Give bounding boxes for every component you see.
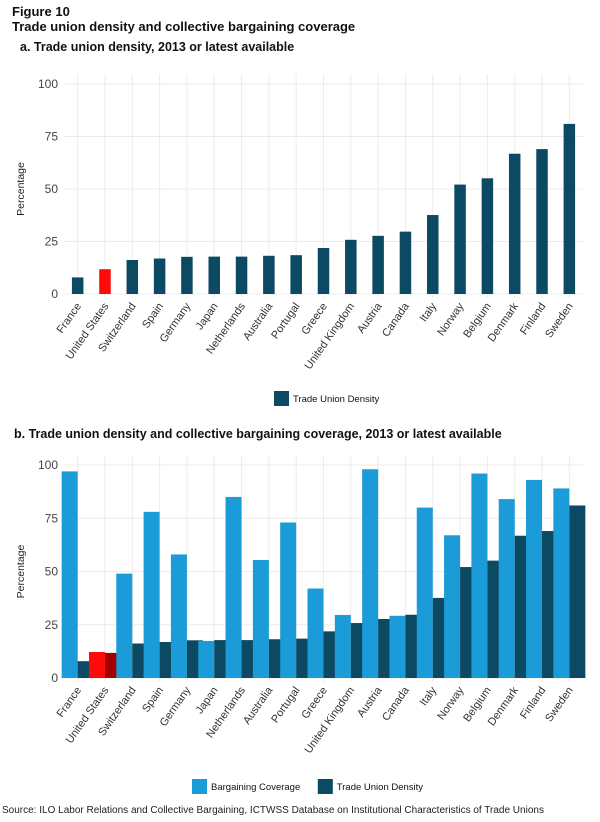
bar-trade-union-density-switzerland [126,259,139,294]
bar-bargaining-coverage-norway [444,535,461,678]
figure-title: Trade union density and collective barga… [12,19,356,34]
bar-bargaining-coverage-finland [526,479,543,678]
bar-trade-union-density-united-kingdom [345,239,357,294]
bar-trade-union-density-united-states [99,269,111,294]
y-tick-label: 100 [38,77,58,91]
bar-trade-union-density-canada [399,231,412,294]
legend-swatch-bargaining-coverage [192,779,207,794]
bar-bargaining-coverage-france [61,471,78,678]
legend-swatch-trade-union-density [317,779,333,794]
x-tick-label: Japan [194,685,221,716]
legend-swatch-trade-union-density [274,391,289,406]
bar-bargaining-coverage-sweden [553,488,570,678]
x-tick-label: United Kingdom [303,685,358,756]
bar-trade-union-density-sweden [569,505,586,678]
bar-bargaining-coverage-austria [362,469,379,678]
legend-label: Bargaining Coverage [211,782,300,793]
bar-trade-union-density-germany [181,256,193,294]
bar-trade-union-density-japan [208,256,220,294]
bar-bargaining-coverage-netherlands [225,496,242,678]
bar-trade-union-density-france [71,277,84,294]
figure-number: Figure 10 [12,4,70,19]
x-tick-label: Sweden [543,685,576,724]
bar-trade-union-density-austria [372,235,384,294]
y-tick-label: 75 [45,511,59,525]
bar-trade-union-density-italy [427,215,439,294]
chart-b-title: b. Trade union density and collective ba… [14,427,502,441]
y-axis-label: Percentage [15,162,27,216]
y-tick-label: 0 [51,671,58,685]
legend-label: Trade Union Density [337,782,423,793]
x-tick-label: Sweden [543,301,576,340]
x-tick-label: Japan [194,301,221,332]
x-tick-label: United Kingdom [303,301,358,372]
bar-bargaining-coverage-japan [198,640,215,678]
legend-label: Trade Union Density [293,394,379,405]
x-tick-label: Spain [140,301,166,331]
x-tick-label: Spain [140,685,166,715]
x-tick-label: Italy [418,300,440,324]
bar-trade-union-density-belgium [481,178,494,294]
x-tick-label: Canada [380,300,412,339]
bar-trade-union-density-portugal [290,255,302,294]
bar-bargaining-coverage-italy [416,507,433,678]
y-tick-label: 75 [45,130,59,144]
bar-bargaining-coverage-germany [170,554,187,678]
bar-bargaining-coverage-portugal [280,522,297,678]
bar-trade-union-density-greece [317,248,330,294]
chart-a-title: a. Trade union density, 2013 or latest a… [20,40,295,54]
bar-bargaining-coverage-belgium [471,473,488,678]
bar-bargaining-coverage-switzerland [116,573,133,678]
y-axis-label: Percentage [15,544,27,598]
bar-trade-union-density-spain [153,258,166,294]
y-tick-label: 0 [51,287,58,301]
bar-bargaining-coverage-denmark [498,499,515,678]
y-tick-label: 25 [45,235,59,249]
bar-bargaining-coverage-spain [143,511,160,678]
y-tick-label: 100 [38,458,58,472]
bar-bargaining-coverage-canada [389,615,406,678]
y-tick-label: 50 [45,565,59,579]
bar-trade-union-density-australia [263,255,275,294]
y-tick-label: 50 [45,182,59,196]
bar-trade-union-density-sweden [563,123,576,295]
bar-bargaining-coverage-greece [307,588,324,678]
x-tick-label: Canada [380,684,412,723]
x-tick-label: Italy [418,684,440,708]
source-note: Source: ILO Labor Relations and Collecti… [2,805,544,816]
bar-trade-union-density-norway [454,184,466,294]
bar-bargaining-coverage-united-states [88,652,105,678]
y-tick-label: 25 [45,618,59,632]
x-tick-label: Portugal [269,685,302,725]
bar-trade-union-density-finland [536,149,548,294]
bar-bargaining-coverage-australia [252,559,269,678]
bar-trade-union-density-netherlands [235,256,248,294]
bar-trade-union-density-denmark [508,153,521,294]
bar-bargaining-coverage-united-kingdom [334,614,351,678]
x-tick-label: Portugal [269,301,302,341]
